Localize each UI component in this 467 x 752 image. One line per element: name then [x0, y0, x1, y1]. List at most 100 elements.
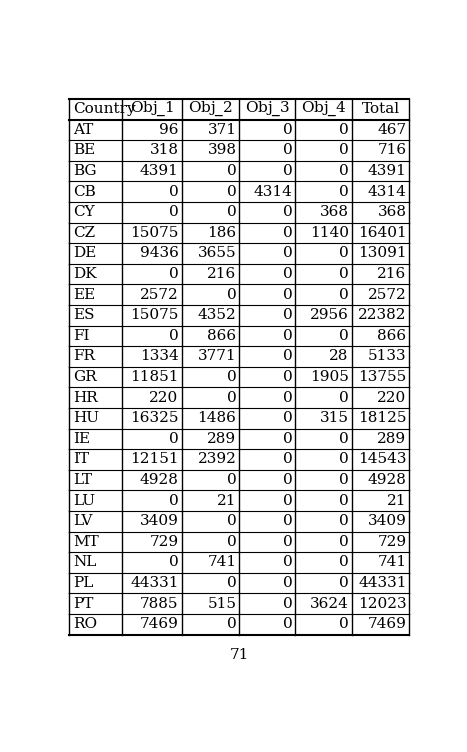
Text: 0: 0 [339, 267, 349, 281]
Text: BE: BE [73, 144, 95, 157]
Text: 1140: 1140 [310, 226, 349, 240]
Text: LV: LV [73, 514, 92, 528]
Text: 12151: 12151 [130, 453, 178, 466]
Text: 0: 0 [283, 144, 293, 157]
Text: PL: PL [73, 576, 93, 590]
Text: 13755: 13755 [358, 370, 407, 384]
Text: 7885: 7885 [140, 596, 178, 611]
Text: 14543: 14543 [358, 453, 407, 466]
Text: 0: 0 [339, 514, 349, 528]
Text: RO: RO [73, 617, 97, 631]
Text: 3771: 3771 [198, 350, 236, 363]
Text: 44331: 44331 [358, 576, 407, 590]
Text: 1486: 1486 [198, 411, 236, 425]
Text: Total: Total [361, 102, 400, 117]
Text: 3409: 3409 [140, 514, 178, 528]
Text: 96: 96 [159, 123, 178, 137]
Text: 368: 368 [377, 205, 407, 220]
Text: FI: FI [73, 329, 89, 343]
Text: 0: 0 [339, 556, 349, 569]
Text: 2572: 2572 [140, 287, 178, 302]
Text: 0: 0 [283, 267, 293, 281]
Text: HU: HU [73, 411, 99, 425]
Text: 0: 0 [169, 556, 178, 569]
Text: FR: FR [73, 350, 95, 363]
Text: 3655: 3655 [198, 247, 236, 260]
Text: BG: BG [73, 164, 97, 178]
Text: CB: CB [73, 185, 96, 199]
Text: 4391: 4391 [140, 164, 178, 178]
Text: EE: EE [73, 287, 95, 302]
Text: 368: 368 [320, 205, 349, 220]
Text: 289: 289 [207, 432, 236, 446]
Text: 4928: 4928 [368, 473, 407, 487]
Text: 71: 71 [230, 647, 249, 662]
Text: 0: 0 [283, 596, 293, 611]
Text: 0: 0 [226, 370, 236, 384]
Text: 289: 289 [377, 432, 407, 446]
Text: 15075: 15075 [130, 308, 178, 322]
Text: 0: 0 [339, 432, 349, 446]
Text: 0: 0 [339, 535, 349, 549]
Text: 371: 371 [207, 123, 236, 137]
Text: 0: 0 [169, 205, 178, 220]
Text: 9436: 9436 [140, 247, 178, 260]
Text: 2572: 2572 [368, 287, 407, 302]
Text: 0: 0 [283, 308, 293, 322]
Text: 21: 21 [217, 493, 236, 508]
Text: 216: 216 [207, 267, 236, 281]
Text: LU: LU [73, 493, 95, 508]
Text: 0: 0 [339, 164, 349, 178]
Text: 0: 0 [283, 617, 293, 631]
Text: 3409: 3409 [368, 514, 407, 528]
Text: 0: 0 [283, 432, 293, 446]
Text: 16325: 16325 [130, 411, 178, 425]
Text: 0: 0 [339, 390, 349, 405]
Text: 16401: 16401 [358, 226, 407, 240]
Text: 18125: 18125 [358, 411, 407, 425]
Text: IE: IE [73, 432, 90, 446]
Text: 2956: 2956 [310, 308, 349, 322]
Text: 0: 0 [283, 226, 293, 240]
Text: Country: Country [73, 102, 135, 117]
Text: 0: 0 [339, 185, 349, 199]
Text: 0: 0 [283, 390, 293, 405]
Text: 0: 0 [283, 287, 293, 302]
Text: LT: LT [73, 473, 92, 487]
Text: 315: 315 [320, 411, 349, 425]
Text: 22382: 22382 [358, 308, 407, 322]
Text: 0: 0 [283, 535, 293, 549]
Text: 0: 0 [283, 370, 293, 384]
Text: 0: 0 [283, 556, 293, 569]
Text: 0: 0 [226, 617, 236, 631]
Text: 0: 0 [283, 205, 293, 220]
Text: 0: 0 [339, 123, 349, 137]
Text: 729: 729 [377, 535, 407, 549]
Text: 11851: 11851 [130, 370, 178, 384]
Text: 0: 0 [283, 329, 293, 343]
Text: 0: 0 [169, 267, 178, 281]
Text: Obj$\_$3: Obj$\_$3 [245, 100, 290, 118]
Text: 0: 0 [226, 514, 236, 528]
Text: 21: 21 [387, 493, 407, 508]
Text: IT: IT [73, 453, 89, 466]
Text: 0: 0 [339, 617, 349, 631]
Text: 0: 0 [226, 205, 236, 220]
Text: MT: MT [73, 535, 99, 549]
Text: 0: 0 [226, 164, 236, 178]
Text: Obj$\_$4: Obj$\_$4 [301, 100, 347, 118]
Text: 515: 515 [207, 596, 236, 611]
Text: 741: 741 [377, 556, 407, 569]
Text: PT: PT [73, 596, 93, 611]
Text: 4391: 4391 [368, 164, 407, 178]
Text: 0: 0 [226, 390, 236, 405]
Text: 0: 0 [339, 493, 349, 508]
Text: 0: 0 [283, 123, 293, 137]
Text: 5133: 5133 [368, 350, 407, 363]
Text: 0: 0 [339, 576, 349, 590]
Text: 0: 0 [283, 164, 293, 178]
Text: 0: 0 [283, 411, 293, 425]
Text: 0: 0 [226, 576, 236, 590]
Text: 0: 0 [339, 247, 349, 260]
Text: 0: 0 [169, 432, 178, 446]
